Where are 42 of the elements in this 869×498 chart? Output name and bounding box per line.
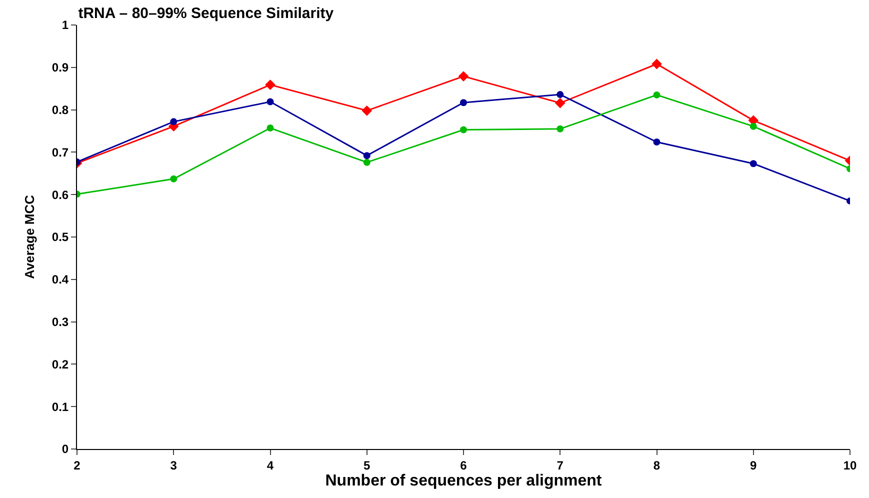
x-tick-label: 3 [170,458,178,472]
y-tick-label: 0.8 [52,103,69,117]
point [652,58,662,70]
x-tick-label: 4 [266,458,274,472]
point [460,99,467,106]
y-tick-label: 0.7 [52,145,69,160]
point [266,124,274,132]
point [653,91,660,98]
x-tick-label: 7 [556,458,564,472]
y-tick-label: 0.4 [52,272,69,287]
point [362,105,372,116]
y-tick-label: 0.6 [52,188,69,202]
point [363,152,370,160]
point [266,98,274,106]
point [554,98,566,108]
chart-title: tRNA – 80–99% Sequence Similarity [78,4,334,22]
y-tick-label: 0 [62,442,69,456]
y-tick-label: 0.9 [52,60,69,75]
point [556,125,564,132]
point [363,158,370,166]
x-tick-label: 2 [74,458,81,472]
point [653,138,660,146]
point [170,175,178,182]
y-tick-label: 1 [62,18,69,32]
y-tick-label: 0.3 [52,315,69,329]
x-tick-label: 6 [460,458,468,472]
x-tick-label: 8 [653,458,660,472]
point [458,71,469,82]
y-tick-label: 0.5 [52,230,69,244]
x-tick-label: 10 [843,458,857,472]
x-tick-label: 9 [750,458,758,472]
point [265,80,276,90]
point [460,126,467,134]
y-axis-title: Average MCC [22,194,37,280]
y-tick-label: 0.1 [52,400,69,414]
x-tick-label: 5 [364,458,371,472]
point [750,160,757,168]
x-axis-title: Number of sequences per alignment [325,472,602,490]
point [556,91,564,98]
y-tick-label: 0.2 [52,357,69,372]
point [170,118,178,126]
point [750,122,757,130]
